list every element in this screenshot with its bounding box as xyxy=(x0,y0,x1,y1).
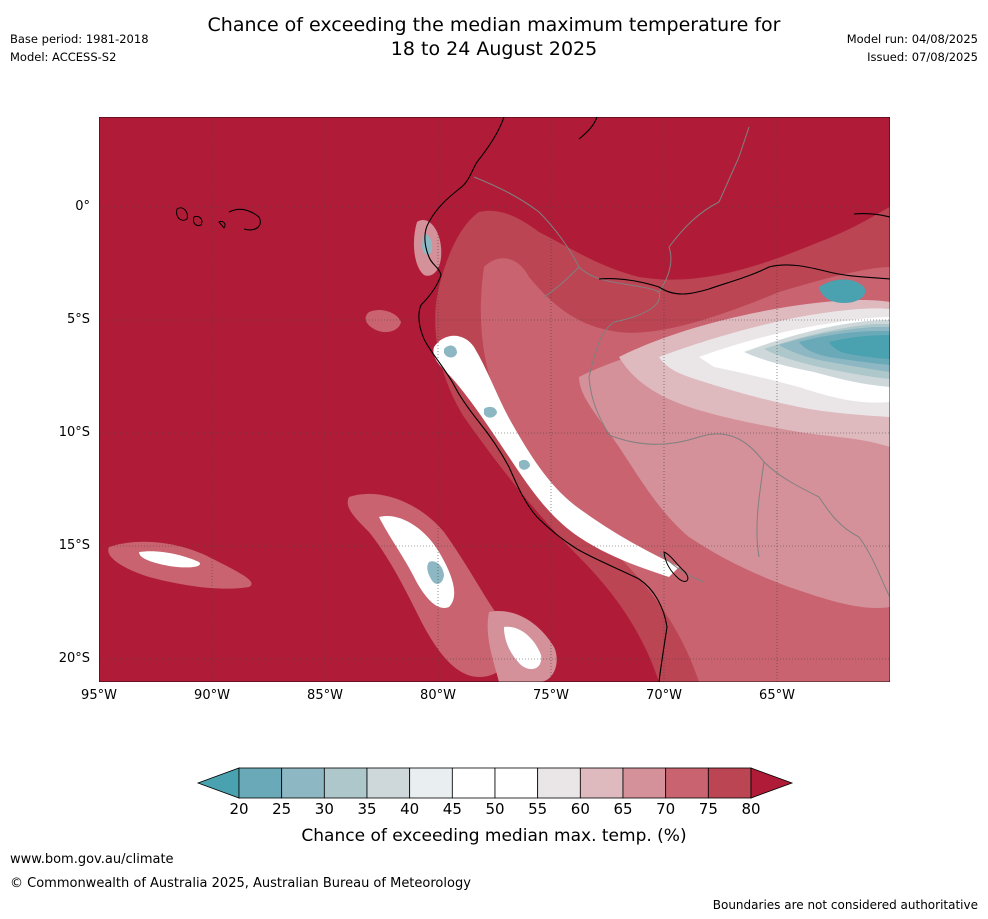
issued-date: Issued: 07/08/2025 xyxy=(867,50,978,64)
footer-url[interactable]: www.bom.gov.au/climate xyxy=(10,852,174,867)
colorbar-segment xyxy=(323,767,368,799)
offshore-plume-west-white xyxy=(139,551,200,568)
colorbar-tick-label: 35 xyxy=(357,800,377,818)
colorbar-tick-label: 65 xyxy=(613,800,633,818)
offshore-plume-chile-white xyxy=(504,626,542,670)
colorbar-segment xyxy=(281,767,325,799)
colorbar-segment xyxy=(537,767,581,799)
colorbar-tick-label: 30 xyxy=(314,800,334,818)
lon-label-85w: 85°W xyxy=(307,688,343,703)
colorbar-segment xyxy=(707,767,752,799)
lake-titicaca xyxy=(663,551,689,582)
colorbar-segment xyxy=(665,767,709,799)
colorbar-tick-label: 70 xyxy=(656,800,676,818)
model-name: Model: ACCESS-S2 xyxy=(10,50,117,64)
colorbar xyxy=(196,767,794,799)
colorbar-segment xyxy=(409,767,453,799)
footer-disclaimer: Boundaries are not considered authoritat… xyxy=(712,898,978,912)
offshore-small-plume xyxy=(365,310,401,333)
lon-label-70w: 70°W xyxy=(646,688,682,703)
andes-blue-spots xyxy=(444,345,530,470)
lon-label-80w: 80°W xyxy=(420,688,456,703)
offshore-plume-south-white xyxy=(379,516,455,608)
meta-left: Base period: 1981-2018 Model: ACCESS-S2 xyxy=(10,30,149,66)
colorbar-tick-label: 45 xyxy=(442,800,462,818)
lat-label-5s: 5°S xyxy=(66,312,90,327)
colorbar-tick-label: 55 xyxy=(528,800,548,818)
colorbar-tick-label: 50 xyxy=(485,800,505,818)
colorbar-tick-label: 60 xyxy=(570,800,590,818)
colorbar-segment xyxy=(622,767,667,799)
colorbar-tick-label: 40 xyxy=(400,800,420,818)
lon-label-75w: 75°W xyxy=(533,688,569,703)
contour-20 xyxy=(829,335,890,359)
map-title: Chance of exceeding the median maximum t… xyxy=(0,13,988,61)
colorbar-tick-label: 20 xyxy=(229,800,249,818)
colorbar-segment xyxy=(494,767,539,799)
lon-label-65w: 65°W xyxy=(759,688,795,703)
lon-label-90w: 90°W xyxy=(194,688,230,703)
colorbar-tick-label: 80 xyxy=(741,800,761,818)
galapagos-islands xyxy=(176,207,226,229)
colorbar-segment xyxy=(579,767,624,799)
footer-copyright: © Commonwealth of Australia 2025, Austra… xyxy=(10,876,471,891)
country-boundaries xyxy=(473,126,890,598)
lat-label-20s: 20°S xyxy=(58,651,90,666)
lat-label-10s: 10°S xyxy=(58,425,90,440)
model-run: Model run: 04/08/2025 xyxy=(846,32,978,46)
colorbar-tick-label: 75 xyxy=(698,800,718,818)
colorbar-segment xyxy=(238,767,283,799)
colorbar-extend-low xyxy=(196,767,240,799)
colorbar-segment xyxy=(366,767,411,799)
lat-label-0: 0° xyxy=(75,199,90,214)
colorbar-segment xyxy=(451,767,496,799)
offshore-plume-south-blue xyxy=(427,561,444,584)
colorbar-label: Chance of exceeding median max. temp. (%… xyxy=(301,826,687,846)
lon-gridlines xyxy=(211,117,778,682)
lat-label-15s: 15°S xyxy=(58,538,90,553)
andes-white-strip xyxy=(433,335,679,577)
contour-20-north xyxy=(819,279,866,303)
meta-right: Model run: 04/08/2025 Issued: 07/08/2025 xyxy=(847,30,978,66)
lon-label-95w: 95°W xyxy=(81,688,117,703)
coastline xyxy=(228,117,890,682)
title-line-1: Chance of exceeding the median maximum t… xyxy=(207,14,781,36)
colorbar-extend-high xyxy=(750,767,794,799)
base-period: Base period: 1981-2018 xyxy=(10,32,149,46)
title-line-2: 18 to 24 August 2025 xyxy=(390,38,598,60)
colorbar-tick-label: 25 xyxy=(272,800,292,818)
forecast-map xyxy=(99,117,890,682)
